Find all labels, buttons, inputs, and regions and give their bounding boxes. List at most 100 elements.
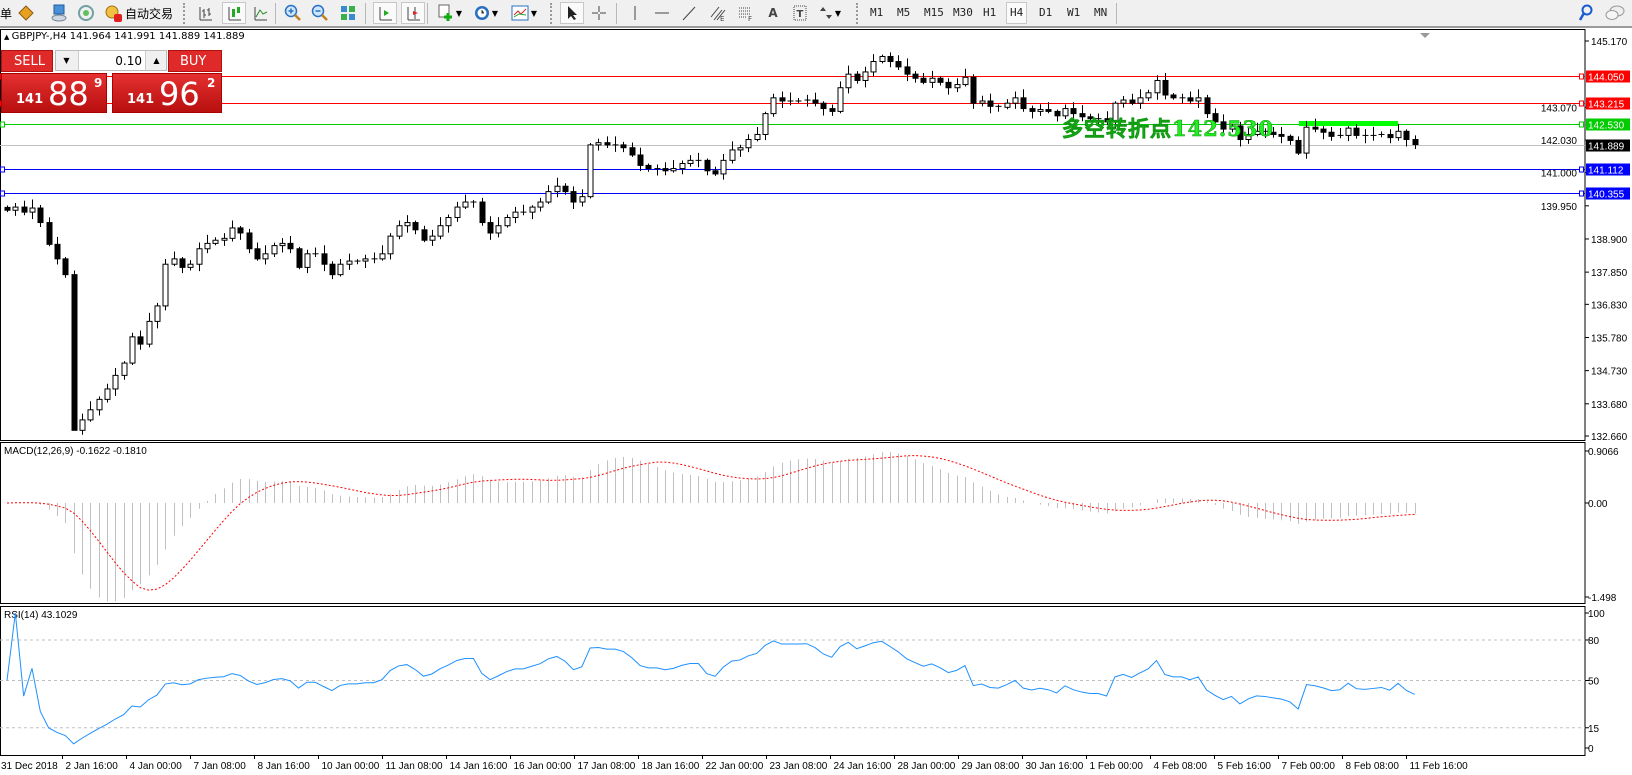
candle-body — [429, 235, 436, 241]
candle — [620, 141, 627, 153]
candle — [787, 92, 794, 106]
text-tool-button[interactable]: A — [768, 6, 778, 20]
candle-body — [562, 185, 569, 193]
candle-body — [12, 206, 19, 211]
templates-dropdown[interactable]: ▼ — [510, 3, 538, 23]
indicators-dropdown[interactable]: ▼ — [436, 3, 464, 23]
periods-dropdown[interactable]: ▼ — [472, 3, 500, 23]
timeframe-w1[interactable]: W1 — [1067, 6, 1081, 19]
candle-body — [62, 258, 69, 276]
sell-price-big-figure: 141 — [16, 92, 44, 107]
autotrade-button[interactable]: 自动交易 — [103, 3, 179, 23]
arrows-dropdown[interactable]: ▼ — [815, 3, 845, 23]
candle — [87, 401, 94, 422]
text-label-tool-button[interactable]: T — [790, 3, 810, 23]
candle-body — [29, 207, 36, 213]
candle-body — [754, 133, 761, 141]
candle-body — [870, 61, 877, 73]
timeframe-m5[interactable]: M5 — [897, 6, 911, 19]
candle-body — [912, 73, 919, 79]
candle-body — [812, 99, 819, 104]
macd-panel — [0, 442, 1586, 604]
candle-body — [379, 253, 386, 260]
rsi-axis-label: 15 — [1588, 724, 1600, 735]
zoom-out-button[interactable] — [309, 3, 331, 23]
candle-body — [321, 253, 328, 265]
line-chart-button[interactable] — [249, 3, 271, 23]
new-order-button[interactable]: 单 — [0, 3, 12, 23]
timeframe-mn[interactable]: MN — [1094, 6, 1108, 19]
toolbar-separator — [427, 3, 428, 24]
gold-icon[interactable] — [16, 3, 36, 23]
candle — [1212, 108, 1219, 124]
candle-body — [4, 206, 11, 211]
auto-scroll-button[interactable] — [401, 2, 425, 24]
chat-icon[interactable] — [1604, 3, 1626, 23]
candle — [729, 141, 736, 164]
candle — [421, 225, 428, 243]
fibonacci-tool-button[interactable]: F — [735, 3, 757, 23]
candle-body — [337, 263, 344, 276]
candle — [1287, 134, 1294, 145]
candle — [1395, 123, 1402, 141]
timeframe-h4[interactable]: H4 — [1006, 2, 1028, 24]
timeframe-h1[interactable]: H1 — [983, 6, 997, 19]
candle — [1278, 127, 1285, 144]
candle-body — [1112, 102, 1119, 123]
chart-window[interactable]: MACD(12,26,9) -0.1622 -0.1810 RSI(14) 43… — [0, 28, 1632, 775]
chart-text-annotation[interactable]: 多空转折点142.530 — [1062, 116, 1274, 142]
bar-chart-button[interactable] — [194, 3, 216, 23]
search-icon[interactable] — [1576, 3, 1596, 23]
candle-body — [179, 258, 186, 268]
candle — [887, 52, 894, 68]
candle-body — [287, 242, 294, 250]
candle-body — [1004, 102, 1011, 108]
time-axis-label: 4 Jan 00:00 — [130, 761, 183, 772]
candle — [895, 55, 902, 71]
price-axis-label: 142.030 — [1541, 136, 1578, 147]
candle — [1195, 89, 1202, 108]
candle-body — [962, 76, 969, 86]
candle-body — [887, 55, 894, 63]
candle-body — [437, 225, 444, 237]
sell-button[interactable]: SELL — [1, 50, 53, 72]
toolbar-separator — [1116, 3, 1117, 24]
lot-increase-button[interactable]: ▲ — [153, 56, 160, 65]
candle-body — [729, 149, 736, 161]
candle — [121, 361, 128, 380]
tile-windows-button[interactable] — [337, 3, 359, 23]
candle-body — [1070, 108, 1077, 115]
timeframe-m15[interactable]: M15 — [924, 6, 944, 19]
buy-button[interactable]: BUY — [168, 50, 222, 72]
time-axis-label: 1 Feb 00:00 — [1090, 761, 1144, 772]
candle-body — [645, 164, 652, 170]
level-handle-left — [0, 121, 5, 128]
cursor-tool-button[interactable] — [560, 2, 584, 24]
crosshair-tool-button[interactable] — [588, 3, 610, 23]
candle — [737, 144, 744, 157]
vertical-line-tool-button[interactable] — [624, 3, 646, 23]
horizontal-levels[interactable] — [0, 73, 1585, 197]
candle-body — [271, 245, 278, 255]
lot-decrease-button[interactable]: ▼ — [63, 56, 70, 65]
sell-price[interactable]: 141 88 9 — [1, 73, 107, 113]
history-center-icon[interactable] — [49, 3, 69, 23]
candlestick-chart-button[interactable] — [222, 2, 246, 24]
buy-price[interactable]: 141 96 2 — [112, 73, 222, 113]
timeframe-m30[interactable]: M30 — [953, 6, 973, 19]
chart-shift-button[interactable] — [373, 2, 397, 24]
candle — [204, 234, 211, 254]
candle-body — [945, 81, 952, 89]
zoom-in-button[interactable] — [282, 3, 304, 23]
timeframe-d1[interactable]: D1 — [1039, 6, 1053, 19]
trendline-tool-button[interactable] — [678, 3, 700, 23]
timeframe-m1[interactable]: M1 — [870, 6, 884, 19]
candle — [246, 228, 253, 254]
equidistant-channel-tool-button[interactable]: E — [707, 3, 729, 23]
horizontal-line-tool-button[interactable] — [651, 3, 673, 23]
candle — [1345, 126, 1352, 142]
signals-icon[interactable] — [76, 3, 96, 23]
time-axis-label: 8 Jan 16:00 — [258, 761, 311, 772]
lot-size-input[interactable] — [78, 51, 146, 70]
rsi-line — [6, 612, 1415, 745]
